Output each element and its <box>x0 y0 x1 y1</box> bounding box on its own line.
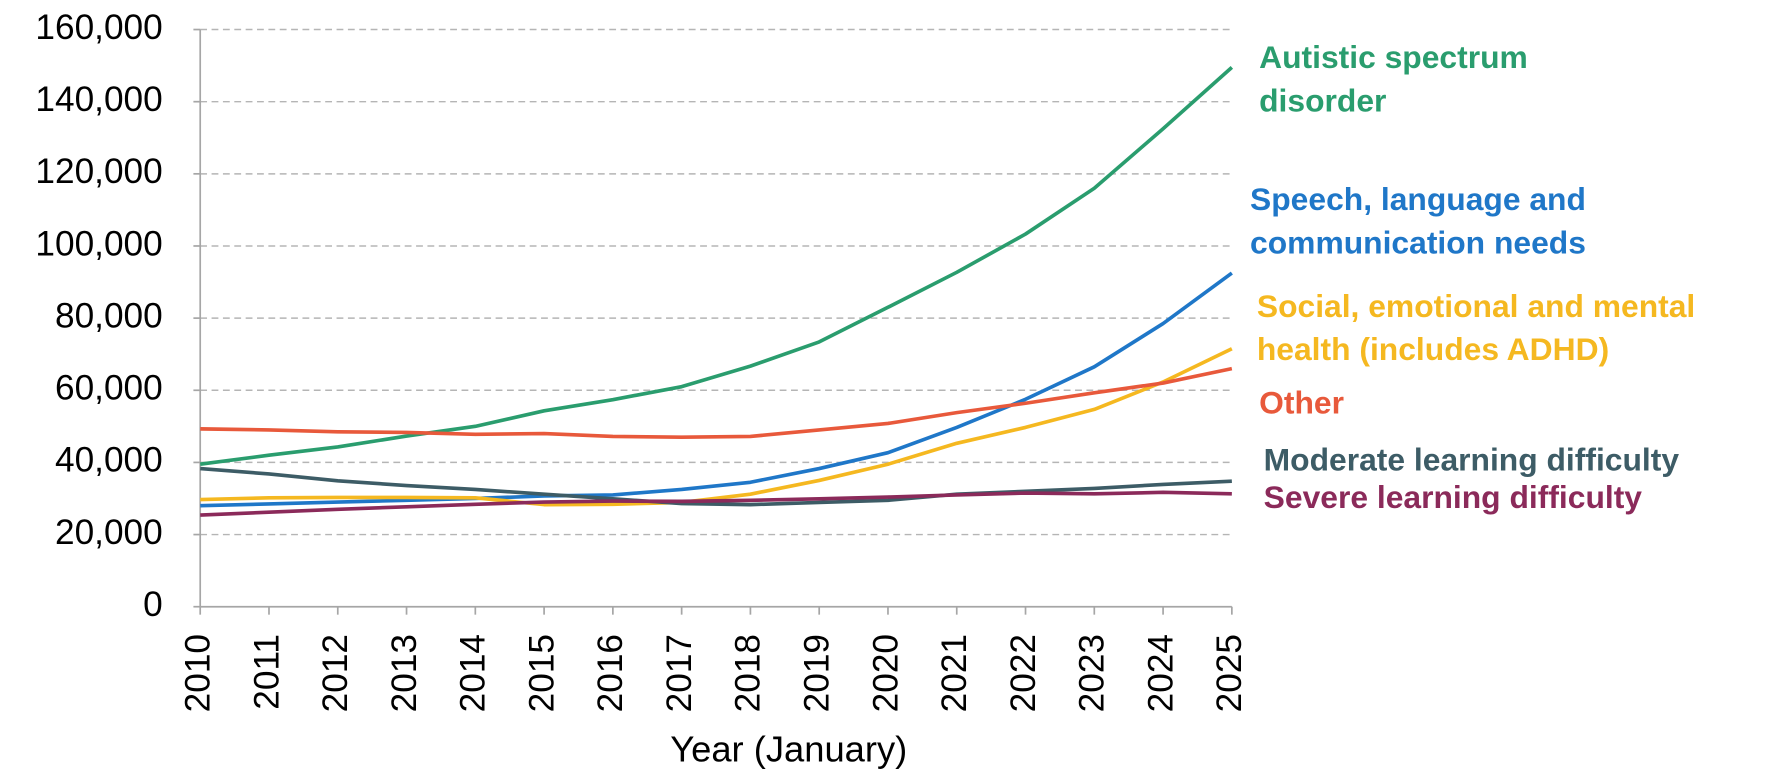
series-label-box: Autistic spectrum disorder <box>1259 39 1528 119</box>
series-label-box: Moderate learning difficulty <box>1263 441 1680 478</box>
series-line <box>200 347 1233 507</box>
x-axis-title: Year (January) <box>670 729 907 770</box>
x-tick-label: 2014 <box>454 634 493 712</box>
x-tick-label: 2010 <box>179 634 218 712</box>
series-label: Social, emotional and mental health (inc… <box>1256 288 1696 367</box>
y-tick-label: 120,000 <box>35 152 162 191</box>
x-tick-label: 2016 <box>591 634 630 712</box>
y-tick-label: 60,000 <box>55 369 163 408</box>
series-label: Other <box>1259 385 1344 421</box>
y-tick-label: 80,000 <box>55 296 163 335</box>
series-line <box>200 466 1232 507</box>
x-tick-label: 2021 <box>935 634 974 712</box>
x-tick-label: 2011 <box>247 634 286 710</box>
x-tick-label: 2025 <box>1210 634 1249 712</box>
x-tick-label: 2024 <box>1141 634 1180 712</box>
x-tick-label: 2020 <box>866 634 905 712</box>
series-label: Moderate learning difficulty <box>1263 441 1680 478</box>
y-tick-label: 100,000 <box>35 224 162 263</box>
x-tick-label: 2017 <box>660 634 699 712</box>
x-tick-label: 2013 <box>385 634 424 712</box>
series-line <box>200 490 1232 517</box>
series-line <box>200 366 1233 439</box>
series-label: Severe learning difficulty <box>1263 479 1643 515</box>
series-line <box>199 66 1234 467</box>
x-tick-label: 2019 <box>797 634 836 712</box>
x-tick-label: 2022 <box>1004 634 1043 712</box>
y-tick-label: 20,000 <box>55 513 163 552</box>
series-label: Speech, language and communication needs <box>1250 181 1586 261</box>
x-tick-label: 2012 <box>316 634 355 712</box>
series-line <box>200 271 1233 508</box>
series-label-box: Severe learning difficulty <box>1263 479 1643 515</box>
y-tick-label: 140,000 <box>35 80 162 119</box>
y-tick-label: 160,000 <box>35 8 162 47</box>
series-label: Autistic spectrum disorder <box>1259 39 1528 119</box>
x-tick-label: 2023 <box>1073 634 1112 712</box>
series-label-box: Social, emotional and mental health (inc… <box>1256 288 1696 367</box>
y-tick-label: 0 <box>143 585 163 624</box>
x-tick-label: 2015 <box>522 634 561 712</box>
y-tick-label: 40,000 <box>55 441 163 480</box>
series-label-box: Other <box>1259 385 1344 421</box>
x-tick-label: 2018 <box>729 634 768 712</box>
series-label-box: Speech, language and communication needs <box>1250 181 1586 261</box>
